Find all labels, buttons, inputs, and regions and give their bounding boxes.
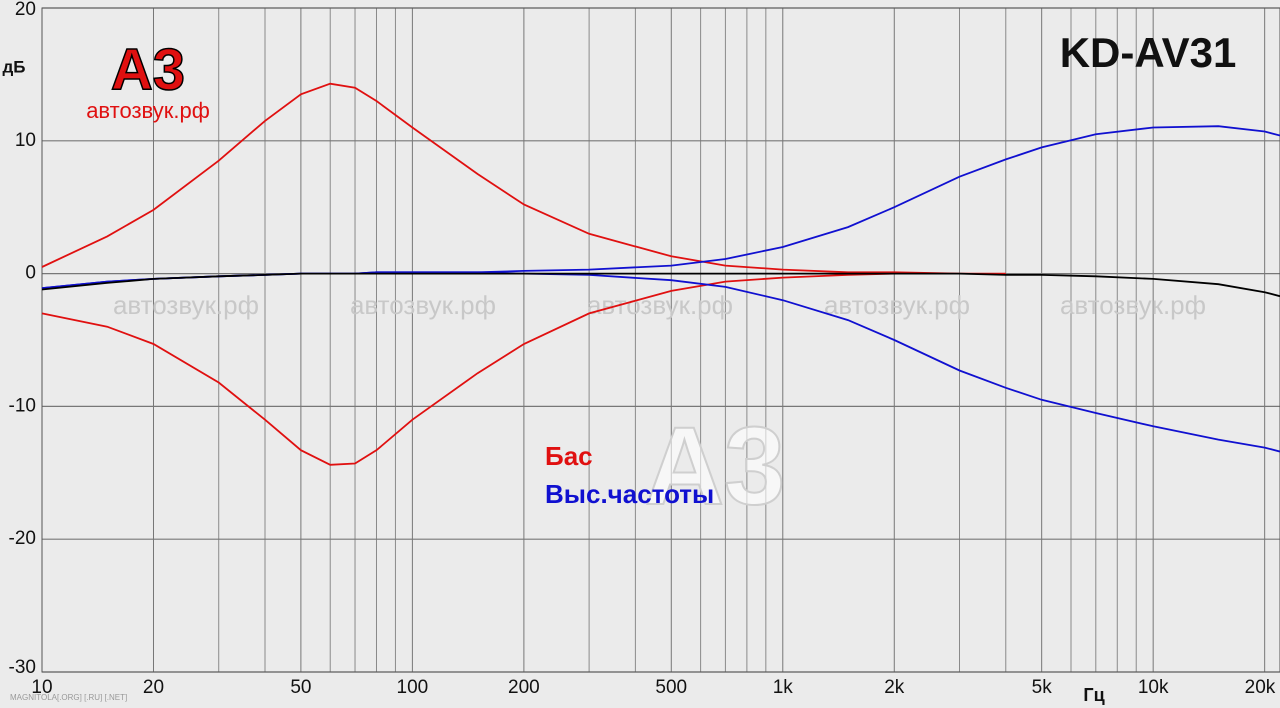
chart-title: KD-AV31 <box>1060 29 1237 76</box>
watermark: автозвук.рф <box>350 290 496 320</box>
center-logo: А3 <box>645 405 786 528</box>
watermark: автозвук.рф <box>824 290 970 320</box>
x-tick-label: 20 <box>143 677 164 698</box>
y-tick-label: 10 <box>15 130 36 151</box>
y-tick-label: -30 <box>9 657 36 678</box>
x-tick-label: 20k <box>1245 677 1276 698</box>
watermark: автозвук.рф <box>1060 290 1206 320</box>
y-axis-label: дБ <box>2 57 25 76</box>
x-tick-label: 5k <box>1032 677 1053 698</box>
logo-subtitle: автозвук.рф <box>86 98 210 123</box>
x-tick-label: 200 <box>508 677 540 698</box>
x-tick-label: 2k <box>884 677 905 698</box>
legend-entry: Бас <box>545 441 593 471</box>
x-tick-label: 10k <box>1138 677 1169 698</box>
x-tick-label: 500 <box>655 677 687 698</box>
y-tick-label: 0 <box>25 263 36 284</box>
grid <box>41 7 1280 673</box>
logo: А3 <box>111 37 185 102</box>
legend: Бас Выс.частоты <box>545 441 714 509</box>
series-line <box>41 272 1280 298</box>
footer: MAGNITOLA[.ORG] [.RU] [.NET] <box>10 693 127 702</box>
x-axis-label: Гц <box>1083 685 1104 705</box>
x-tick-label: 1k <box>773 677 794 698</box>
x-tick-label: 10 <box>31 677 52 698</box>
y-tick-label: -20 <box>9 528 36 549</box>
x-tick-label: 100 <box>397 677 429 698</box>
watermarks: автозвук.рф автозвук.рф автозвук.рф автозву… <box>113 290 1206 320</box>
y-tick-label: -10 <box>9 395 36 416</box>
y-tick-label: 20 <box>15 0 36 20</box>
legend-entry: Выс.частоты <box>545 479 714 509</box>
watermark: автозвук.рф <box>113 290 259 320</box>
plot-border <box>41 7 1280 673</box>
lines <box>41 82 1280 466</box>
series-line <box>41 272 895 466</box>
x-tick-label: 50 <box>290 677 311 698</box>
series-line <box>41 82 1006 275</box>
